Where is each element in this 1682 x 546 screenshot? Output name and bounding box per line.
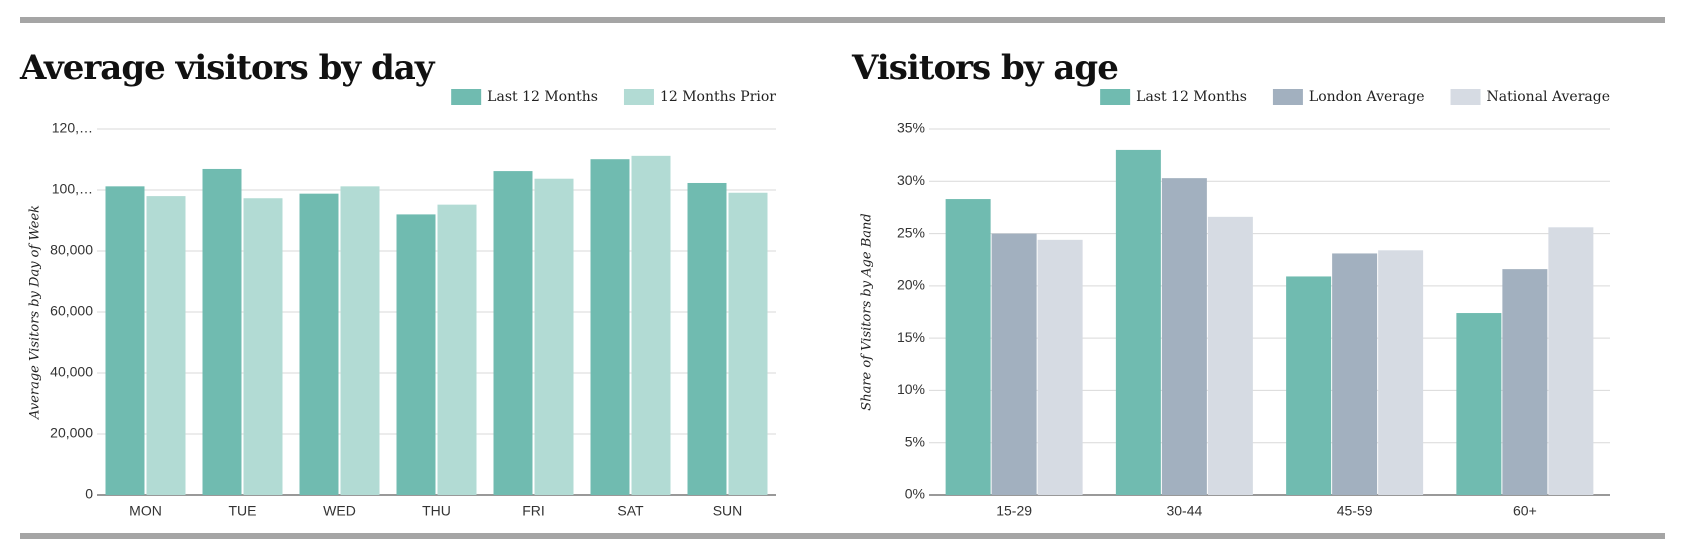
x-tick-label: 45-59: [1337, 503, 1373, 519]
y-tick-label: 10%: [897, 381, 925, 397]
bar: [1037, 239, 1083, 495]
x-tick-label: THU: [422, 503, 451, 519]
y-tick-label: 15%: [897, 329, 925, 345]
chart-title: Average visitors by day: [19, 48, 436, 88]
y-tick-label: 5%: [905, 433, 925, 449]
x-tick-label: 15-29: [996, 503, 1032, 519]
bar: [728, 192, 768, 495]
bar: [396, 214, 436, 495]
bar: [493, 171, 533, 495]
legend-label: National Average: [1487, 89, 1610, 105]
x-tick-label: FRI: [522, 503, 545, 519]
x-tick-label: TUE: [229, 503, 257, 519]
y-axis-label: Share of Visitors by Age Band: [860, 213, 875, 410]
bar: [1207, 216, 1253, 495]
bar: [534, 178, 574, 495]
y-tick-label: 100,…: [52, 181, 93, 197]
top-rule: [20, 17, 1665, 23]
bar: [1115, 149, 1161, 495]
bar: [687, 182, 727, 496]
y-tick-label: 60,000: [50, 303, 93, 319]
x-tick-label: 60+: [1513, 503, 1537, 519]
bar: [631, 155, 671, 495]
bar: [1286, 276, 1332, 495]
y-tick-label: 25%: [897, 224, 925, 240]
legend-swatch: [623, 89, 654, 105]
bar: [146, 196, 186, 495]
legend-swatch: [1272, 89, 1303, 105]
y-tick-label: 120,…: [52, 120, 93, 136]
x-tick-label: SUN: [713, 503, 743, 519]
y-tick-label: 20,000: [50, 425, 93, 441]
bottom-rule: [20, 533, 1665, 539]
x-tick-label: SAT: [617, 503, 644, 519]
legend-label: Last 12 Months: [487, 89, 598, 105]
bar: [299, 193, 339, 495]
legend-label: Last 12 Months: [1136, 89, 1247, 105]
bar: [1378, 250, 1424, 495]
y-tick-label: 30%: [897, 172, 925, 188]
x-tick-label: WED: [323, 503, 356, 519]
y-tick-label: 40,000: [50, 364, 93, 380]
x-tick-label: MON: [129, 503, 162, 519]
y-tick-label: 35%: [897, 120, 925, 136]
legend-swatch: [1100, 89, 1131, 105]
bar: [437, 204, 477, 495]
bar: [1548, 227, 1594, 495]
legend-label: 12 Months Prior: [660, 89, 776, 105]
bar: [340, 186, 380, 495]
legend-swatch: [1450, 89, 1481, 105]
bar: [105, 186, 145, 495]
bar: [1456, 313, 1502, 495]
bar: [243, 198, 283, 496]
legend-swatch: [451, 89, 482, 105]
bar: [1161, 178, 1207, 496]
y-axis-label: Average Visitors by Day of Week: [28, 205, 43, 420]
x-tick-label: 30-44: [1166, 503, 1202, 519]
bar: [991, 233, 1037, 496]
bar: [945, 199, 991, 495]
legend-label: London Average: [1309, 89, 1425, 105]
y-tick-label: 80,000: [50, 242, 93, 258]
bar: [202, 168, 242, 495]
y-tick-label: 0%: [905, 486, 925, 502]
bar: [590, 159, 630, 495]
bar: [1332, 253, 1378, 495]
bar: [1502, 269, 1548, 495]
y-tick-label: 20%: [897, 277, 925, 293]
chart-title: Visitors by age: [851, 48, 1118, 88]
y-tick-label: 0: [85, 486, 93, 502]
